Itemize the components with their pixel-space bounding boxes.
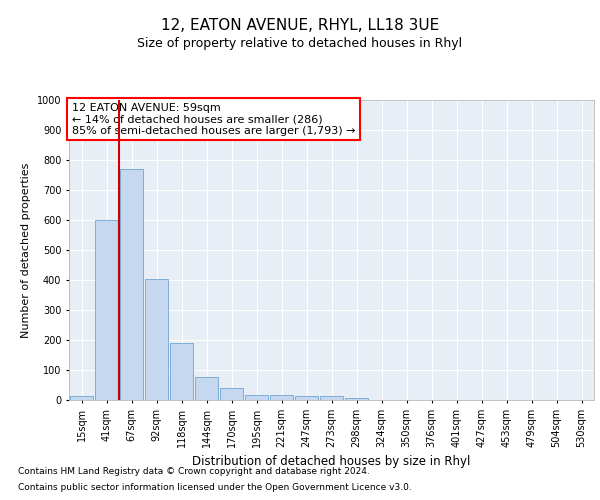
Y-axis label: Number of detached properties: Number of detached properties (22, 162, 31, 338)
Bar (295, 396, 318, 400)
X-axis label: Distribution of detached houses by size in Rhyl: Distribution of detached houses by size … (193, 456, 470, 468)
Bar (320, 396, 343, 400)
Bar (145, 278, 168, 400)
Bar (220, 388, 243, 400)
Bar (95, 220, 118, 400)
Text: 12, EATON AVENUE, RHYL, LL18 3UE: 12, EATON AVENUE, RHYL, LL18 3UE (161, 18, 439, 32)
Text: Size of property relative to detached houses in Rhyl: Size of property relative to detached ho… (137, 38, 463, 51)
Bar (345, 398, 368, 400)
Bar (270, 394, 293, 400)
Bar (245, 394, 268, 400)
Bar (70, 396, 93, 400)
Bar (195, 376, 218, 400)
Text: 12 EATON AVENUE: 59sqm
← 14% of detached houses are smaller (286)
85% of semi-de: 12 EATON AVENUE: 59sqm ← 14% of detached… (72, 103, 355, 136)
Bar (170, 343, 193, 400)
Text: Contains public sector information licensed under the Open Government Licence v3: Contains public sector information licen… (18, 484, 412, 492)
Text: Contains HM Land Registry data © Crown copyright and database right 2024.: Contains HM Land Registry data © Crown c… (18, 467, 370, 476)
Bar (120, 169, 143, 400)
